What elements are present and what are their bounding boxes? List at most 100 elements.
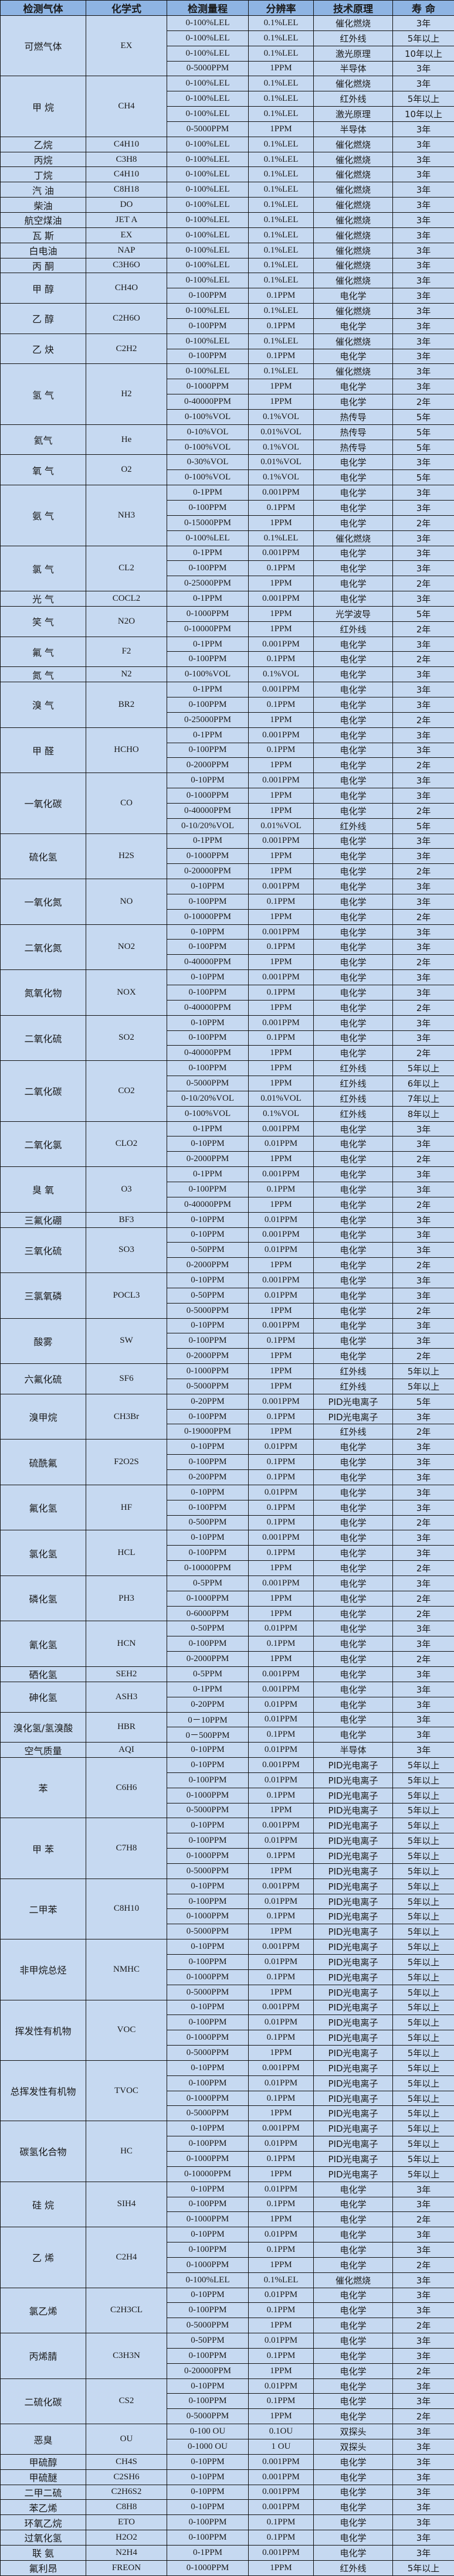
lifespan-cell: 10年以上	[393, 107, 454, 122]
range-cell: 0-100%LEL	[167, 530, 249, 546]
technology-cell: 催化燃烧	[314, 227, 393, 243]
resolution-cell: 1PPM	[249, 803, 314, 818]
resolution-cell: 0.01%VOL	[249, 455, 314, 470]
lifespan-cell: 3年	[393, 849, 454, 864]
technology-cell: PID光电离子	[314, 2106, 393, 2121]
resolution-cell: 0.01%VOL	[249, 424, 314, 440]
technology-cell: 电化学	[314, 470, 393, 485]
formula-cell: ETO	[86, 2515, 167, 2530]
lifespan-cell: 5年	[393, 409, 454, 424]
technology-cell: 电化学	[314, 1621, 393, 1636]
range-cell: 0-100%LEL	[167, 212, 249, 227]
technology-cell: 电化学	[314, 2485, 393, 2500]
range-cell: 0-1PPM	[167, 637, 249, 652]
gas-name-cell: 白电油	[1, 243, 86, 258]
formula-cell: O3	[86, 1167, 167, 1213]
technology-cell: 电化学	[314, 864, 393, 879]
technology-cell: 电化学	[314, 1212, 393, 1227]
gas-name-cell: 非甲烷总烃	[1, 1939, 86, 2000]
range-cell: 0-10PPM	[167, 2485, 249, 2500]
resolution-cell: 0.001PPM	[249, 2121, 314, 2136]
technology-cell: 电化学	[314, 1455, 393, 1470]
range-cell: 0-5000PPM	[167, 1985, 249, 2000]
technology-cell: 电化学	[314, 652, 393, 667]
resolution-cell: 1PPM	[249, 1364, 314, 1379]
lifespan-cell: 3年	[393, 167, 454, 182]
resolution-cell: 0.1%LEL	[249, 152, 314, 167]
lifespan-cell: 2年	[393, 1303, 454, 1318]
resolution-cell: 0.1PPM	[249, 743, 314, 758]
technology-cell: 双探头	[314, 2439, 393, 2455]
range-cell: 0-1PPM	[167, 682, 249, 697]
range-cell: 0-1PPM	[167, 591, 249, 607]
lifespan-cell: 3年	[393, 1167, 454, 1182]
range-cell: 0-100PPM	[167, 1061, 249, 1076]
resolution-cell: 1PPM	[249, 1303, 314, 1318]
formula-cell: TVOC	[86, 2060, 167, 2121]
resolution-cell: 0.1%VOL	[249, 1106, 314, 1121]
formula-cell: SO3	[86, 1227, 167, 1273]
technology-cell: 电化学	[314, 682, 393, 697]
gas-name-cell: 硒化氢	[1, 1666, 86, 1682]
range-cell: 0-40000PPM	[167, 955, 249, 970]
lifespan-cell: 3年	[393, 2424, 454, 2439]
formula-cell: HCL	[86, 1530, 167, 1576]
gas-name-cell: 甲 醇	[1, 273, 86, 304]
resolution-cell: 0.1PPM	[249, 1636, 314, 1652]
resolution-cell: 0.1%LEL	[249, 334, 314, 349]
lifespan-cell: 5年以上	[393, 2121, 454, 2136]
technology-cell: 催化燃烧	[314, 76, 393, 91]
range-cell: 0-1PPM	[167, 1682, 249, 1697]
technology-cell: 电化学	[314, 803, 393, 818]
range-cell: 0-10PPM	[167, 2469, 249, 2485]
resolution-cell: 0.01PPM	[249, 1894, 314, 1909]
resolution-cell: 1PPM	[249, 1606, 314, 1621]
lifespan-cell: 5年以上	[393, 1969, 454, 1985]
range-cell: 0-200PPM	[167, 1470, 249, 1485]
resolution-cell: 1PPM	[249, 1424, 314, 1440]
resolution-cell: 0.01PPM	[249, 2333, 314, 2349]
range-cell: 0-40000PPM	[167, 394, 249, 410]
lifespan-cell: 3年	[393, 1318, 454, 1333]
lifespan-cell: 5年以上	[393, 1061, 454, 1076]
formula-cell: CO2	[86, 1061, 167, 1121]
technology-cell: 电化学	[314, 637, 393, 652]
formula-cell: SIH4	[86, 2182, 167, 2227]
gas-name-cell: 氦气	[1, 424, 86, 455]
resolution-cell: 0.01PPM	[249, 1697, 314, 1712]
range-cell: 0-10PPM	[167, 879, 249, 894]
gas-name-cell: 二氧化硫	[1, 1015, 86, 1061]
resolution-cell: 0.001PPM	[249, 1121, 314, 1136]
resolution-cell: 0.01PPM	[249, 1955, 314, 1970]
range-cell: 0-10PPM	[167, 1440, 249, 1455]
technology-cell: 电化学	[314, 1227, 393, 1243]
range-cell: 0-5PPM	[167, 1666, 249, 1682]
lifespan-cell: 3年	[393, 1666, 454, 1682]
lifespan-cell: 5年以上	[393, 1863, 454, 1879]
lifespan-cell: 5年以上	[393, 2560, 454, 2575]
lifespan-cell: 2年	[393, 1046, 454, 1061]
technology-cell: 热传导	[314, 440, 393, 455]
resolution-cell: 0.01PPM	[249, 1621, 314, 1636]
formula-cell: C2H4	[86, 2227, 167, 2288]
lifespan-cell: 3年	[393, 2197, 454, 2212]
lifespan-cell: 2年	[393, 955, 454, 970]
formula-cell: He	[86, 424, 167, 455]
resolution-cell: 0.1%LEL	[249, 2272, 314, 2288]
technology-cell: 红外线	[314, 1379, 393, 1394]
technology-cell: 电化学	[314, 1546, 393, 1561]
resolution-cell: 0.001PPM	[249, 879, 314, 894]
resolution-cell: 1PPM	[249, 1000, 314, 1015]
technology-cell: 激光原理	[314, 107, 393, 122]
technology-cell: PID光电离子	[314, 1758, 393, 1773]
